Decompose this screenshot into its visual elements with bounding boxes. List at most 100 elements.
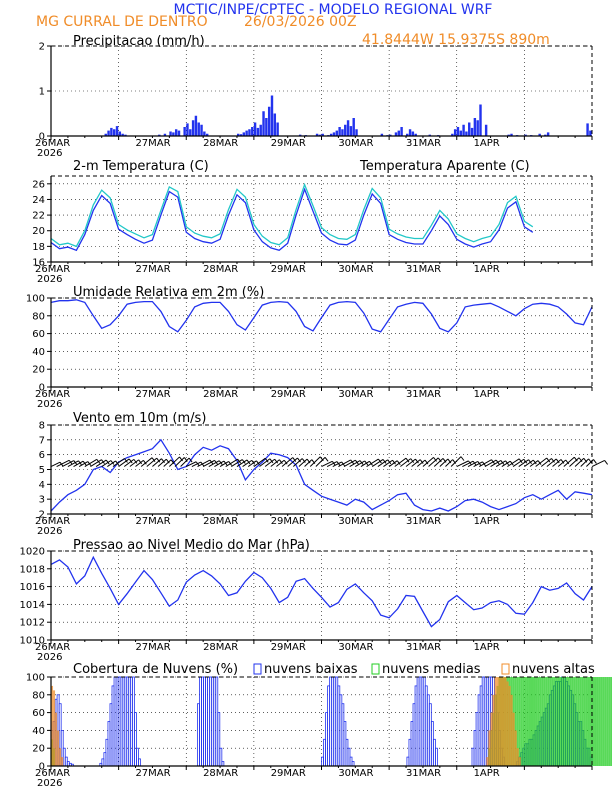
precip-bar	[344, 124, 347, 136]
precip-bar	[163, 133, 167, 136]
wind-barb-flag	[546, 457, 551, 463]
y-tick-label: 80	[32, 311, 45, 322]
cloud-bar-nuvens-medias	[577, 677, 580, 766]
precip-bar	[121, 133, 124, 136]
wind-barb	[135, 459, 144, 467]
precip-bar	[538, 133, 541, 136]
y-tick-label: 1016	[20, 582, 45, 593]
y-tick-label: 22	[32, 211, 45, 222]
precip-bar	[194, 115, 198, 136]
wind-barb-flag	[256, 460, 260, 466]
cloud-bar-nuvens-medias	[522, 677, 525, 766]
wind-barb-flag	[188, 457, 193, 463]
cloud-bar-nuvens-medias	[594, 677, 597, 766]
wind-barb-flag	[523, 458, 528, 464]
precip-bar	[546, 132, 550, 136]
wind-barb	[292, 458, 303, 467]
wind-barb-flag	[297, 457, 301, 463]
y-tick-label: 60	[32, 329, 45, 340]
panel-title: 2-m Temperatura (C)	[73, 159, 209, 174]
cloud-bar-nuvens-medias	[569, 677, 572, 766]
wind-barb	[484, 459, 497, 467]
year-label: 2026	[37, 652, 62, 663]
panel-title: Cobertura de Nuvens (%)	[73, 662, 238, 677]
cloud-bar-nuvens-medias	[514, 677, 517, 766]
y-tick-label: 40	[32, 726, 45, 737]
wind-barb	[574, 457, 585, 467]
precip-bar	[158, 134, 161, 136]
precip-bar	[411, 131, 415, 136]
y-tick-label: 7	[39, 435, 45, 446]
wind-barb	[315, 456, 326, 467]
wind-barb	[456, 460, 469, 467]
precip-bar	[186, 123, 189, 136]
precip-bar	[172, 132, 175, 136]
wind-barb-flag	[133, 459, 138, 464]
wind-barb	[264, 458, 275, 467]
precip-bar	[589, 130, 592, 136]
cloud-bar-nuvens-medias	[563, 677, 566, 766]
wind-barb-flag	[532, 459, 537, 465]
wind-barb	[422, 457, 434, 467]
date-label: 30MAR	[338, 768, 373, 779]
wind-barb	[50, 461, 61, 467]
precip-bar	[456, 127, 460, 136]
wind-barb	[518, 459, 529, 467]
cloud-bar-nuvens-medias	[600, 677, 603, 766]
precip-bar	[394, 132, 398, 136]
cloud-bar-nuvens-medias	[547, 677, 550, 766]
precip-bar	[408, 129, 412, 136]
wind-barb	[56, 459, 70, 467]
y-tick-label: 4	[39, 480, 45, 491]
wind-barb	[552, 459, 562, 467]
wind-barb	[157, 458, 167, 467]
wind-barb	[73, 460, 84, 467]
precip-bar	[400, 127, 403, 136]
wind-barb-flag	[405, 457, 410, 463]
precip-bar	[468, 122, 471, 136]
wind-barb	[309, 456, 321, 467]
wind-barb	[338, 459, 351, 467]
date-label: 28MAR	[203, 516, 238, 527]
precip-bar	[380, 133, 384, 136]
cloud-bar-nuvens-altas	[490, 712, 493, 766]
y-tick-label: 8	[39, 421, 45, 432]
precip-bar	[524, 134, 527, 136]
cloud-bar-nuvens-medias	[606, 677, 609, 766]
cloud-bar-nuvens-baixas	[434, 747, 438, 767]
panel-title: Pressao ao Nivel Medio do Mar (hPa)	[73, 538, 310, 553]
wind-barb	[78, 461, 89, 467]
series-line-Pressao	[50, 555, 593, 628]
main-title: MCTIC/INPE/CPTEC - MODELO REGIONAL WRF	[174, 2, 493, 18]
panel-title: Vento em 10m (m/s)	[73, 411, 206, 426]
wind-barb	[225, 458, 238, 467]
wind-barb	[366, 458, 379, 467]
cloud-bar-nuvens-medias	[551, 677, 554, 766]
cloud-bar-nuvens-medias	[539, 677, 542, 766]
date-label: 26MAR	[35, 642, 70, 653]
precip-bar	[462, 124, 465, 136]
y-tick-label: 0	[39, 132, 45, 143]
cloud-bar-nuvens-medias	[561, 677, 564, 766]
precip-bar	[107, 130, 110, 136]
wind-barb-flag	[151, 457, 156, 462]
cloud-bar-nuvens-altas	[498, 677, 501, 766]
cloud-bar-nuvens-medias	[565, 677, 568, 766]
precip-bar	[239, 134, 243, 136]
precip-bar	[177, 130, 181, 136]
cloud-bar-nuvens-medias	[604, 677, 607, 766]
y-tick-label: 6	[39, 450, 45, 461]
precip-bar	[245, 130, 248, 136]
y-tick-label: 3	[39, 495, 45, 506]
cloud-bar-nuvens-medias	[526, 677, 529, 766]
precip-bar	[205, 133, 209, 136]
wind-barb-flag	[283, 459, 288, 465]
legend-label: nuvens medias	[382, 662, 481, 677]
cloud-bar-nuvens-medias	[592, 677, 595, 766]
wind-barb-flag	[269, 458, 274, 464]
legend-label: Temperatura Aparente (C)	[359, 159, 530, 174]
wind-barb-flag	[419, 459, 424, 464]
precip-bar	[115, 126, 119, 136]
